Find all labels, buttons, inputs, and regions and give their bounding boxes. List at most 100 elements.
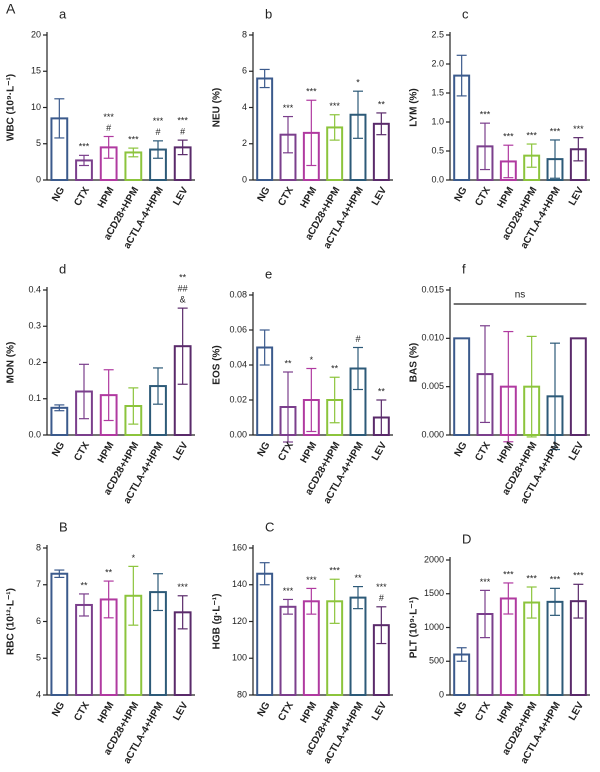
significance-label: *** bbox=[503, 569, 514, 579]
y-tick-label: 0.04 bbox=[229, 359, 247, 369]
x-tick-label: CTX bbox=[72, 700, 92, 723]
y-tick-label: 2 bbox=[242, 138, 247, 148]
x-tick-label: CTX bbox=[276, 440, 296, 463]
y-tick-label: 0 bbox=[36, 174, 41, 184]
x-tick-label: NG bbox=[453, 185, 470, 204]
y-tick-label: 20 bbox=[31, 29, 41, 39]
x-tick-label: LEV bbox=[567, 185, 586, 208]
panel-label: e bbox=[265, 266, 272, 281]
bar bbox=[75, 603, 93, 697]
significance-label: *** bbox=[329, 101, 340, 111]
y-tick-label: 8 bbox=[36, 542, 41, 552]
y-tick-label: 0.02 bbox=[229, 394, 247, 404]
bar bbox=[453, 337, 471, 437]
y-tick-label: 0 bbox=[242, 174, 247, 184]
y-tick-label: 0.015 bbox=[421, 284, 444, 294]
y-tick-label: 7 bbox=[36, 579, 41, 589]
x-tick-label: CTX bbox=[276, 700, 296, 723]
significance-label: *** bbox=[503, 132, 514, 142]
x-tick-label: NG bbox=[453, 440, 470, 459]
x-tick-label: LEV bbox=[370, 700, 389, 723]
bar bbox=[50, 406, 69, 436]
y-axis-label: LYM (%) bbox=[409, 88, 420, 127]
significance-label: * bbox=[132, 553, 136, 563]
significance-label: *** bbox=[103, 112, 114, 122]
significance-label: *** bbox=[153, 116, 164, 126]
y-tick-label: 15 bbox=[31, 66, 41, 76]
y-tick-label: 4 bbox=[242, 102, 247, 112]
x-tick-label: HPM bbox=[496, 185, 517, 210]
y-tick-label: 0.010 bbox=[421, 333, 444, 343]
significance-label: *** bbox=[283, 103, 294, 113]
x-tick-label: HPM bbox=[299, 440, 320, 465]
bar bbox=[279, 605, 297, 696]
x-tick-label: LEV bbox=[171, 440, 190, 463]
significance-label: * bbox=[356, 78, 360, 88]
bar bbox=[256, 77, 274, 181]
panel-label: c bbox=[462, 6, 469, 21]
y-axis-label: EOS (%) bbox=[212, 345, 223, 384]
y-axis-label: MON (%) bbox=[6, 342, 17, 384]
bar bbox=[349, 596, 367, 696]
y-axis-label: PLT (10⁹·L⁻¹) bbox=[409, 597, 420, 659]
x-tick-label: LEV bbox=[567, 440, 586, 463]
significance-label: *** bbox=[526, 130, 537, 140]
x-tick-label: CTX bbox=[72, 185, 92, 208]
panel-label: d bbox=[59, 261, 66, 276]
significance-label: ** bbox=[284, 358, 292, 368]
significance-label: ** bbox=[331, 364, 339, 374]
y-tick-label: 0.2 bbox=[28, 357, 41, 367]
y-tick-label: 10 bbox=[31, 102, 41, 112]
x-tick-label: HPM bbox=[96, 700, 117, 725]
significance-label: *** bbox=[306, 575, 317, 585]
y-tick-label: 0.06 bbox=[229, 324, 247, 334]
y-tick-label: 0.4 bbox=[28, 284, 41, 294]
y-tick-label: 2.5 bbox=[431, 29, 444, 39]
x-tick-label: NG bbox=[50, 440, 67, 459]
significance-label: *** bbox=[329, 566, 340, 576]
y-tick-label: 120 bbox=[232, 616, 247, 626]
significance-label: *** bbox=[550, 126, 561, 136]
panel-label: B bbox=[59, 519, 68, 534]
x-tick-label: CTX bbox=[473, 185, 493, 208]
x-tick-label: NG bbox=[50, 185, 67, 204]
y-tick-label: 6 bbox=[36, 616, 41, 626]
y-tick-label: 1.5 bbox=[431, 87, 444, 97]
panel-label: f bbox=[462, 261, 466, 276]
bar bbox=[50, 572, 69, 696]
x-tick-label: LEV bbox=[370, 440, 389, 463]
significance-label: # bbox=[379, 593, 384, 603]
y-axis-label: NEU (%) bbox=[212, 88, 223, 127]
y-tick-label: 8 bbox=[242, 29, 247, 39]
y-tick-label: 0.5 bbox=[431, 145, 444, 155]
y-tick-label: 1.0 bbox=[431, 116, 444, 126]
y-axis-label: HGB (g·L⁻¹) bbox=[212, 594, 223, 650]
y-axis-label: WBC (10⁹·L⁻¹) bbox=[6, 74, 17, 141]
y-tick-label: 140 bbox=[232, 579, 247, 589]
y-tick-label: 1500 bbox=[424, 588, 444, 598]
significance-label: *** bbox=[526, 573, 537, 583]
significance-label: *** bbox=[550, 575, 561, 585]
y-tick-label: 0.3 bbox=[28, 321, 41, 331]
significance-label: # bbox=[106, 123, 111, 133]
y-tick-label: 160 bbox=[232, 542, 247, 552]
x-tick-label: HPM bbox=[96, 185, 117, 210]
x-tick-label: NG bbox=[453, 700, 470, 719]
x-tick-label: LEV bbox=[171, 700, 190, 723]
y-tick-label: 0.1 bbox=[28, 393, 41, 403]
significance-label: *** bbox=[573, 571, 584, 581]
significance-label: ** bbox=[80, 580, 88, 590]
significance-label: # bbox=[155, 127, 160, 137]
y-tick-label: 2000 bbox=[424, 554, 444, 564]
significance-label: *** bbox=[480, 577, 491, 587]
x-tick-label: NG bbox=[256, 700, 273, 719]
y-tick-label: 2.0 bbox=[431, 58, 444, 68]
significance-label: ## bbox=[178, 284, 188, 294]
x-tick-label: NG bbox=[256, 185, 273, 204]
significance-label: *** bbox=[128, 134, 139, 144]
y-tick-label: 80 bbox=[237, 689, 247, 699]
significance-label: # bbox=[355, 334, 360, 344]
significance-label: ** bbox=[378, 99, 386, 109]
x-tick-label: NG bbox=[50, 700, 67, 719]
y-tick-label: 5 bbox=[36, 653, 41, 663]
